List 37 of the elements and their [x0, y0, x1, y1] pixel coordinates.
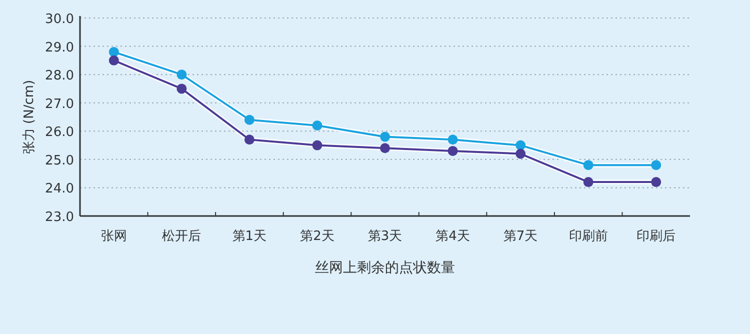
x-tick-label: 印刷前 [568, 229, 608, 244]
point [651, 160, 662, 170]
y-tick-label: 27.0 [45, 96, 74, 112]
point [448, 146, 458, 156]
y-tick-label: 26.0 [45, 125, 74, 140]
x-tick-label: 第4天 [436, 229, 470, 244]
y-tick-label: 24.0 [45, 182, 74, 197]
point [108, 46, 119, 57]
point [244, 134, 254, 145]
point [380, 143, 390, 154]
x-axis-title: 丝网上剩余的点状数量 [315, 260, 455, 276]
x-tick-label: 第7天 [503, 229, 538, 244]
point [380, 132, 390, 142]
y-tick-label: 30.0 [45, 12, 74, 27]
point [651, 177, 662, 188]
point [108, 55, 119, 66]
x-tick-label: 第3天 [368, 229, 402, 244]
point [516, 148, 526, 159]
x-tick-label: 印刷后 [636, 229, 676, 244]
point [312, 120, 322, 130]
point [312, 140, 322, 150]
point [244, 114, 254, 125]
point [583, 177, 594, 188]
point [176, 70, 187, 80]
point [516, 140, 526, 150]
point [583, 160, 594, 170]
x-tick-label: 第2天 [300, 229, 334, 244]
point [448, 134, 458, 145]
y-tick-label: 25.0 [45, 153, 74, 168]
x-tick-label: 松开后 [162, 229, 202, 244]
x-tick-label: 第1天 [232, 229, 267, 244]
x-tick-label: 张网 [100, 229, 127, 244]
y-tick-label: 28.0 [45, 68, 74, 84]
y-tick-label: 23.0 [45, 210, 74, 225]
point [176, 84, 187, 94]
y-tick-label: 29.0 [45, 40, 74, 56]
y-axis-title: 张力 (N/cm) [22, 80, 37, 154]
